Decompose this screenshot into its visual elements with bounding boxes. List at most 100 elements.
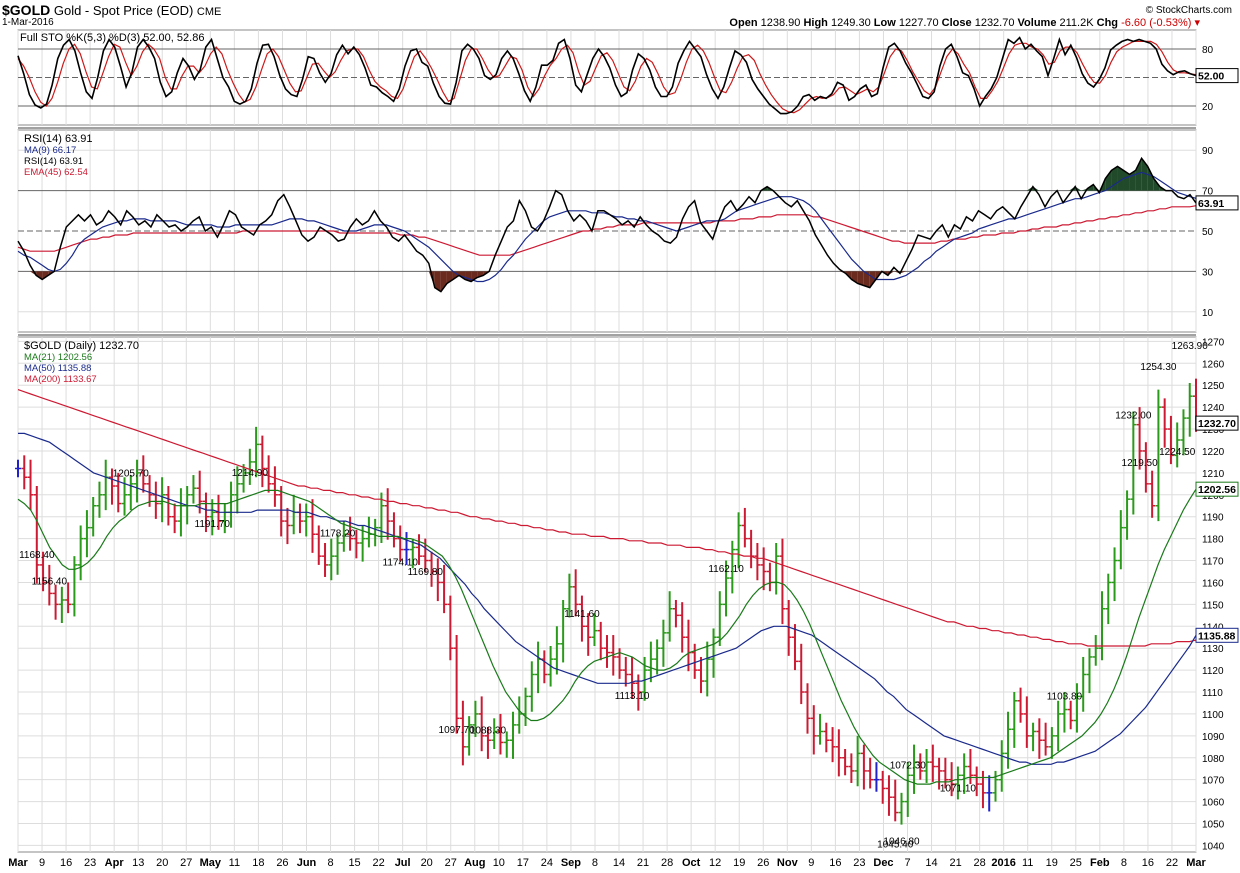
ohlc-bar bbox=[879, 770, 886, 804]
x-tick-label: 9 bbox=[39, 857, 45, 869]
price-legend-1: MA(21) 1202.56 bbox=[24, 352, 92, 363]
ohlc-bar bbox=[90, 496, 97, 537]
instrument-name: Gold - Spot Price (EOD) bbox=[53, 3, 194, 18]
ohlc-bar bbox=[1011, 692, 1018, 748]
chart-date: 1-Mar-2016 bbox=[2, 17, 54, 28]
ohlc-bar bbox=[723, 560, 730, 617]
x-tick-label: Jul bbox=[395, 857, 411, 869]
ohlc-bar bbox=[1030, 722, 1037, 752]
ohlc-bar bbox=[1042, 722, 1049, 756]
low-value: 1227.70 bbox=[898, 17, 939, 29]
price-last-value-2-box bbox=[1195, 627, 1239, 643]
ohlc-bar bbox=[134, 459, 141, 503]
ohlc-bar bbox=[766, 562, 773, 592]
ohlc-bar bbox=[40, 551, 47, 592]
x-tick-label: 22 bbox=[372, 857, 384, 869]
ohlc-bar bbox=[1080, 656, 1087, 712]
ohlc-bar bbox=[1017, 687, 1024, 723]
ohlc-bar bbox=[265, 455, 272, 493]
x-tick-label: Jun bbox=[297, 857, 317, 869]
rsi-oversold-fill bbox=[471, 271, 478, 282]
brand-logo[interactable]: © StockCharts.com bbox=[1145, 5, 1232, 16]
rsi-last-value-text: 63.91 bbox=[1198, 198, 1224, 210]
symbol: $GOLD bbox=[2, 2, 51, 18]
ohlc-bar bbox=[416, 534, 423, 565]
price-annotation: 1045.40 bbox=[877, 840, 914, 851]
rsi-overbought-fill bbox=[1105, 170, 1112, 191]
ohlc-bar bbox=[1036, 718, 1043, 759]
price-legend-3: MA(200) 1133.67 bbox=[24, 374, 97, 385]
ohlc-bar bbox=[58, 586, 65, 623]
x-tick-label: 10 bbox=[493, 857, 505, 869]
ohlc-bar bbox=[735, 512, 742, 569]
ohlc-bar bbox=[334, 534, 341, 575]
rsi-oversold-fill bbox=[863, 271, 870, 288]
ohlc-bar bbox=[1161, 398, 1168, 448]
price-last-value-1-text: 1202.56 bbox=[1198, 484, 1236, 496]
ohlc-bar bbox=[854, 735, 861, 787]
x-tick-label: 15 bbox=[348, 857, 360, 869]
ohlc-bar bbox=[234, 466, 241, 514]
ohlc-bar bbox=[741, 507, 748, 548]
volume-value: 211.2K bbox=[1059, 17, 1094, 29]
ohlc-bar bbox=[503, 731, 510, 758]
rsi-oversold-fill bbox=[869, 271, 876, 288]
x-tick-label: 11 bbox=[229, 857, 240, 869]
ohlc-bar bbox=[278, 486, 285, 537]
ohlc-bar bbox=[998, 740, 1005, 792]
x-tick-label: 22 bbox=[1166, 857, 1178, 869]
price-y-tick: 1090 bbox=[1202, 732, 1225, 743]
price-annotation: 1224.50 bbox=[1159, 447, 1196, 458]
ohlc-bar bbox=[647, 641, 654, 683]
ohlc-bar bbox=[1142, 442, 1149, 493]
x-tick-label: 27 bbox=[180, 857, 192, 869]
ohlc-bar bbox=[202, 492, 209, 533]
ohlc-bar bbox=[196, 470, 203, 514]
ohlc-bar bbox=[566, 573, 573, 618]
x-tick-label: 24 bbox=[541, 857, 553, 869]
price-annotation: 1214.90 bbox=[232, 468, 269, 479]
ohlc-bar bbox=[773, 543, 780, 595]
open-label: Open bbox=[729, 17, 758, 29]
ohlc-bar bbox=[873, 762, 880, 792]
ma21-line bbox=[17, 488, 1197, 785]
down-arrow-icon: ▾ bbox=[1194, 17, 1200, 29]
ohlc-bar bbox=[691, 643, 698, 679]
ohlc-bar bbox=[835, 729, 842, 777]
ohlc-bar bbox=[829, 727, 836, 763]
ohlc-bar bbox=[290, 494, 297, 535]
price-annotation: 1046.80 bbox=[883, 837, 920, 848]
price-y-tick: 1180 bbox=[1202, 535, 1224, 546]
ohlc-bar bbox=[466, 716, 473, 756]
sto-last-value: 52.00 bbox=[1195, 68, 1239, 84]
ohlc-bar bbox=[77, 525, 84, 581]
ohlc-bar bbox=[760, 547, 767, 591]
price-annotation: 1097.70 bbox=[439, 725, 476, 736]
sto-y-tick: 80 bbox=[1202, 45, 1214, 56]
exchange: CME bbox=[196, 6, 222, 18]
ohlc-bar bbox=[860, 744, 867, 790]
ohlc-bar bbox=[929, 744, 936, 782]
ohlc-bar bbox=[159, 477, 166, 523]
ohlc-bar bbox=[209, 499, 216, 536]
ohlc-bar bbox=[1048, 727, 1055, 759]
low-label: Low bbox=[873, 17, 896, 29]
text-layer: Mar 9 16 23 Apr 13 20 27 May 11 18 26 Jun 8 15 22 Jul 20 2… bbox=[8, 32, 1239, 869]
sto-last-value-box bbox=[1195, 68, 1239, 84]
rsi-oversold-fill bbox=[440, 271, 447, 292]
high-label: High bbox=[803, 17, 828, 29]
ohlc-bar bbox=[303, 503, 310, 537]
rsi-oversold-fill bbox=[42, 271, 49, 280]
rsi-y-tick: 30 bbox=[1202, 267, 1214, 278]
ohlc-bar bbox=[754, 543, 761, 581]
price-annotation: 1088.30 bbox=[470, 726, 507, 737]
x-tick-label: 17 bbox=[517, 857, 529, 869]
x-tick-label: 8 bbox=[327, 857, 333, 869]
ohlc-bar bbox=[21, 455, 28, 490]
ohlc-bar bbox=[472, 700, 479, 737]
x-tick-label: Feb bbox=[1090, 857, 1110, 869]
ohlc-bar bbox=[535, 641, 542, 694]
price-y-tick: 1150 bbox=[1202, 600, 1224, 611]
chg-label: Chg bbox=[1096, 17, 1119, 29]
ohlc-bar bbox=[848, 753, 855, 783]
